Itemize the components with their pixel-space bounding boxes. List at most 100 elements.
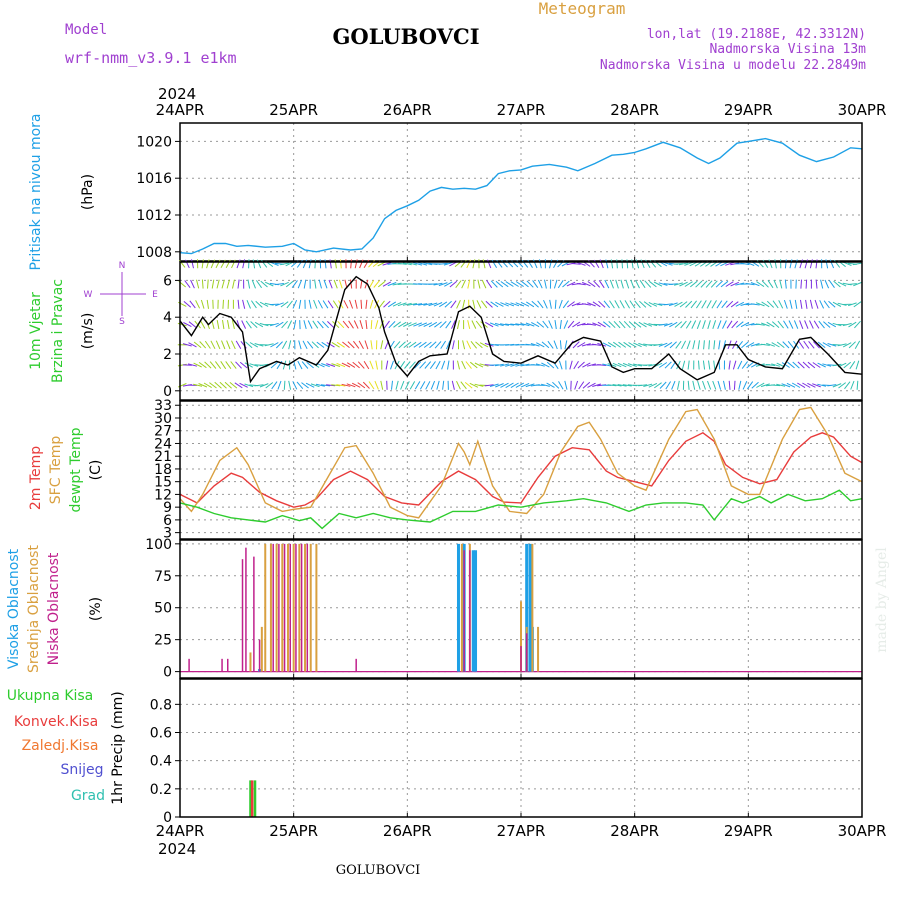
wind-arrow [569,360,573,370]
wind-arrow [597,364,607,366]
wind-arrow [433,282,443,286]
wind-arrow [612,362,622,368]
wind-arrow [456,299,461,309]
wind-arrow [461,360,466,370]
cloud-label-mid: Srednja Oblacnost [26,545,42,673]
wind-arrow [477,279,481,289]
wind-arrow [479,342,489,348]
wind-arrow [692,380,696,390]
wind-arrow [525,343,535,346]
cloud-ytick-label: 75 [154,569,172,585]
wind-arrow [334,259,337,269]
wind-arrow [782,341,790,349]
wind-arrow [787,361,795,369]
wind-arrow [286,300,293,309]
wind-arrow [308,259,312,269]
wind-arrow [691,320,697,329]
wind-arrow [617,362,627,368]
wind-arrow [668,283,678,285]
wind-arrow [424,361,432,369]
precip-panel: 0 0.2 0.4 0.6 0.8 Ukupna Kisa Konvek.Kisa Zaled… [7,678,863,826]
wind-arrow [837,281,847,287]
wind-panel: 0 2 4 6 10m Vjetar Brzina i Pravac (m/s) N W E S [28,259,863,401]
bottom-date-label: 27APR [497,822,546,840]
wind-arrow [784,259,787,269]
wind-arrow [182,343,192,347]
wind-arrow [413,303,423,306]
wind-arrow [631,259,634,269]
wind-arrow [730,301,739,308]
wind-arrow [635,259,640,269]
wind-arrow [648,382,658,388]
wind-arrow [668,302,678,307]
wind-arrow [301,382,309,389]
wind-arrow [640,259,645,269]
top-date-label: 30APR [838,101,887,119]
wind-arrow [692,340,696,350]
wind-arrow [663,261,673,266]
temp-ytick-label: 15 [154,475,172,491]
wind-arrow [805,299,808,309]
wind-arrow [467,320,471,330]
wind-arrow [515,382,525,388]
wind-arrow [456,380,461,390]
wind-arrow [254,343,264,347]
wind-arrow [466,340,472,350]
wind-arrow [259,363,269,367]
wind-arrow [230,361,237,369]
wind-arrow [856,380,859,390]
temp-ytick-label: 6 [163,513,172,529]
wind-arrow [368,381,375,390]
wind-arrow [259,383,269,388]
wind-arrow [306,361,314,369]
wind-arrow [613,320,621,329]
wind-arrow [807,382,816,388]
wind-arrow [618,341,627,348]
wind-arrow [794,259,798,269]
wind-arrow [429,361,436,369]
wind-arrow [673,263,683,265]
wind-arrow [553,279,558,289]
wind-arrow [740,302,750,306]
wind-ytick-label: 6 [163,273,172,289]
wind-arrow [336,384,346,387]
temp-ytick-label: 21 [154,449,172,465]
wind-arrow [494,363,504,367]
wind-arrow [489,343,499,346]
wind-arrow [318,279,322,289]
wind-arrow [676,360,681,370]
wind-arrow [489,383,499,387]
wind-arrow [707,380,712,390]
wind-arrows [177,259,862,390]
wind-arrow [521,280,529,288]
wind-arrow [823,321,831,328]
wind-arrow [441,360,446,370]
wind-arrow [419,381,426,390]
wind-arrow [525,383,535,388]
wind-arrow [541,341,550,349]
wind-arrow [510,323,520,326]
wind-arrow [624,300,631,309]
wind-arrow [443,262,453,266]
wind-arrow [303,279,307,289]
wind-arrow [558,360,563,370]
wind-arrow [193,341,202,348]
wind-arrow [705,280,713,288]
wind-arrow [645,259,651,269]
wind-arrow [722,320,727,329]
wind-arrow [553,340,558,350]
wind-arrow [200,299,205,309]
wind-arrow [592,343,602,346]
wind-arrow [444,300,452,308]
wind-arrow [346,383,356,388]
wind-arrow [185,259,190,269]
wind-arrow [609,300,615,309]
wind-arrow [326,363,336,367]
wind-arrow [648,301,658,307]
wind-ytick-label: 4 [163,310,172,326]
wind-arrow [843,361,852,369]
wind-arrow [287,320,293,329]
wind-arrow [457,360,460,370]
wind-arrow [439,301,448,308]
wind-arrow [270,361,279,369]
